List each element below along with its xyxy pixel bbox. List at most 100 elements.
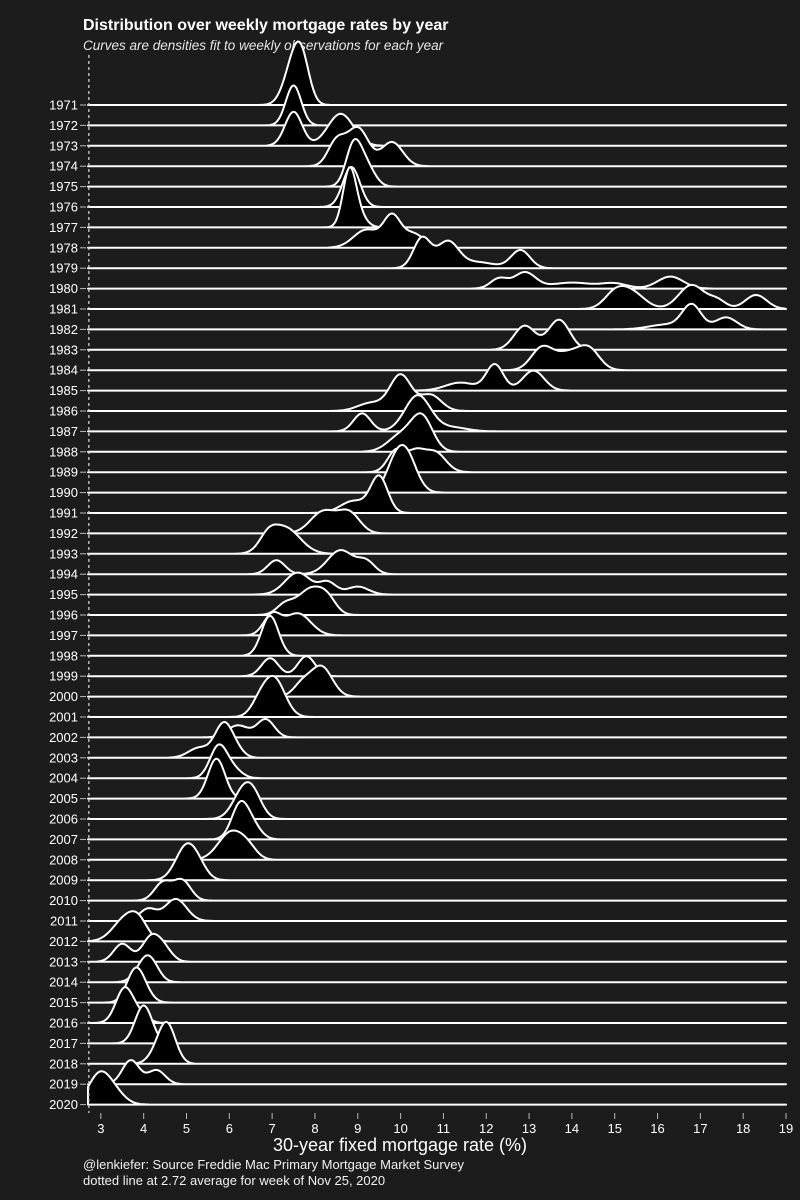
x-tick-label-8: 8: [311, 1121, 318, 1136]
year-label-2000: 2000: [49, 689, 78, 704]
ridge-1979: [87, 235, 787, 270]
year-label-1974: 1974: [49, 159, 78, 174]
year-label-1993: 1993: [49, 546, 78, 561]
year-label-2016: 2016: [49, 1016, 78, 1031]
ridge-2015: [87, 966, 787, 1004]
x-tick-label-5: 5: [183, 1121, 190, 1136]
year-label-2009: 2009: [49, 873, 78, 888]
year-label-1999: 1999: [49, 669, 78, 684]
year-label-1991: 1991: [49, 506, 78, 521]
year-label-1972: 1972: [49, 118, 78, 133]
year-label-2002: 2002: [49, 730, 78, 745]
ridge-1981: [87, 283, 787, 310]
year-label-2006: 2006: [49, 812, 78, 827]
ridge-2003: [87, 721, 787, 759]
year-label-2003: 2003: [49, 750, 78, 765]
ridge-2016: [87, 986, 787, 1024]
year-label-1997: 1997: [49, 628, 78, 643]
ridge-1992: [87, 508, 787, 535]
year-label-1990: 1990: [49, 485, 78, 500]
ridge-2010: [87, 877, 787, 902]
ridge-2017: [87, 1004, 787, 1045]
x-tick-label-4: 4: [140, 1121, 147, 1136]
year-label-2005: 2005: [49, 791, 78, 806]
ridge-1998: [87, 614, 787, 657]
year-label-1996: 1996: [49, 608, 78, 623]
ridge-1990: [87, 444, 787, 494]
ridges-group: [87, 40, 787, 1106]
ridge-2014: [87, 954, 787, 984]
year-labels: 1971 1972 1973 1974 1975 1976 1977 1978 1979 1980…: [49, 98, 86, 1112]
year-label-1992: 1992: [49, 526, 78, 541]
year-label-2017: 2017: [49, 1036, 78, 1051]
x-tick-label-18: 18: [736, 1121, 750, 1136]
year-label-1979: 1979: [49, 261, 78, 276]
ridge-1994: [87, 549, 787, 576]
ridge-2012: [87, 910, 787, 943]
year-label-2004: 2004: [49, 771, 78, 786]
x-tick-label-15: 15: [607, 1121, 621, 1136]
ridge-2007: [87, 800, 787, 841]
year-label-1982: 1982: [49, 322, 78, 337]
year-label-1985: 1985: [49, 383, 78, 398]
x-tick-label-7: 7: [269, 1121, 276, 1136]
x-tick-label-16: 16: [650, 1121, 664, 1136]
ridge-1999: [87, 655, 787, 678]
x-axis-label: 30-year fixed mortgage rate (%): [272, 1135, 528, 1155]
year-label-1986: 1986: [49, 404, 78, 419]
ridge-1984: [87, 344, 787, 372]
year-label-2011: 2011: [50, 914, 78, 929]
ridge-2001: [87, 674, 787, 718]
ridge-1993: [87, 523, 787, 555]
year-label-1978: 1978: [49, 240, 78, 255]
x-tick-label-3: 3: [97, 1121, 104, 1136]
ridge-1988: [87, 412, 787, 453]
ridge-1971: [87, 40, 787, 106]
year-label-1977: 1977: [49, 220, 78, 235]
x-tick-label-6: 6: [226, 1121, 233, 1136]
year-label-1975: 1975: [49, 179, 78, 194]
ridge-2019: [87, 1059, 787, 1086]
caption-line-1: @lenkiefer: Source Freddie Mac Primary M…: [83, 1157, 464, 1172]
year-label-1981: 1981: [49, 302, 78, 317]
ridge-1980: [87, 271, 787, 290]
year-label-1973: 1973: [49, 138, 78, 153]
x-tick-label-9: 9: [354, 1121, 361, 1136]
ridge-1996: [87, 585, 787, 616]
ridge-2009: [87, 842, 787, 882]
ridge-2004: [87, 743, 787, 780]
year-label-2020: 2020: [49, 1097, 78, 1112]
ridge-1985: [87, 363, 787, 392]
x-tick-label-10: 10: [393, 1121, 407, 1136]
ridge-1989: [87, 447, 787, 474]
ridge-1978: [87, 212, 787, 249]
x-tick-label-11: 11: [437, 1121, 451, 1136]
ridge-1972: [87, 84, 787, 127]
ridge-2006: [87, 781, 787, 820]
year-label-2014: 2014: [49, 975, 78, 990]
caption-line-2: dotted line at 2.72 average for week of …: [83, 1173, 386, 1188]
x-axis: 3 4 5 6 7 8 9 10 11 12 13 14 15 16 17 18 19: [97, 1113, 793, 1136]
ridge-1986: [87, 373, 787, 412]
ridge-2000: [87, 664, 787, 698]
ridge-1995: [87, 571, 787, 596]
year-label-2013: 2013: [49, 954, 78, 969]
year-label-2019: 2019: [49, 1077, 78, 1092]
ridge-1991: [87, 474, 787, 514]
ridge-2011: [87, 898, 787, 922]
x-tick-label-17: 17: [693, 1121, 707, 1136]
year-label-1998: 1998: [49, 648, 78, 663]
ridge-2013: [87, 932, 787, 963]
ridge-2005: [87, 757, 787, 800]
year-label-2008: 2008: [49, 852, 78, 867]
ridge-1976: [87, 166, 787, 208]
ridge-2018: [87, 1020, 787, 1065]
x-tick-label-13: 13: [522, 1121, 536, 1136]
year-label-1976: 1976: [49, 200, 78, 215]
x-tick-label-19: 19: [779, 1121, 793, 1136]
year-label-2010: 2010: [49, 893, 78, 908]
year-label-1988: 1988: [49, 444, 78, 459]
ridge-1975: [87, 138, 787, 188]
ridge-1974: [87, 125, 787, 168]
